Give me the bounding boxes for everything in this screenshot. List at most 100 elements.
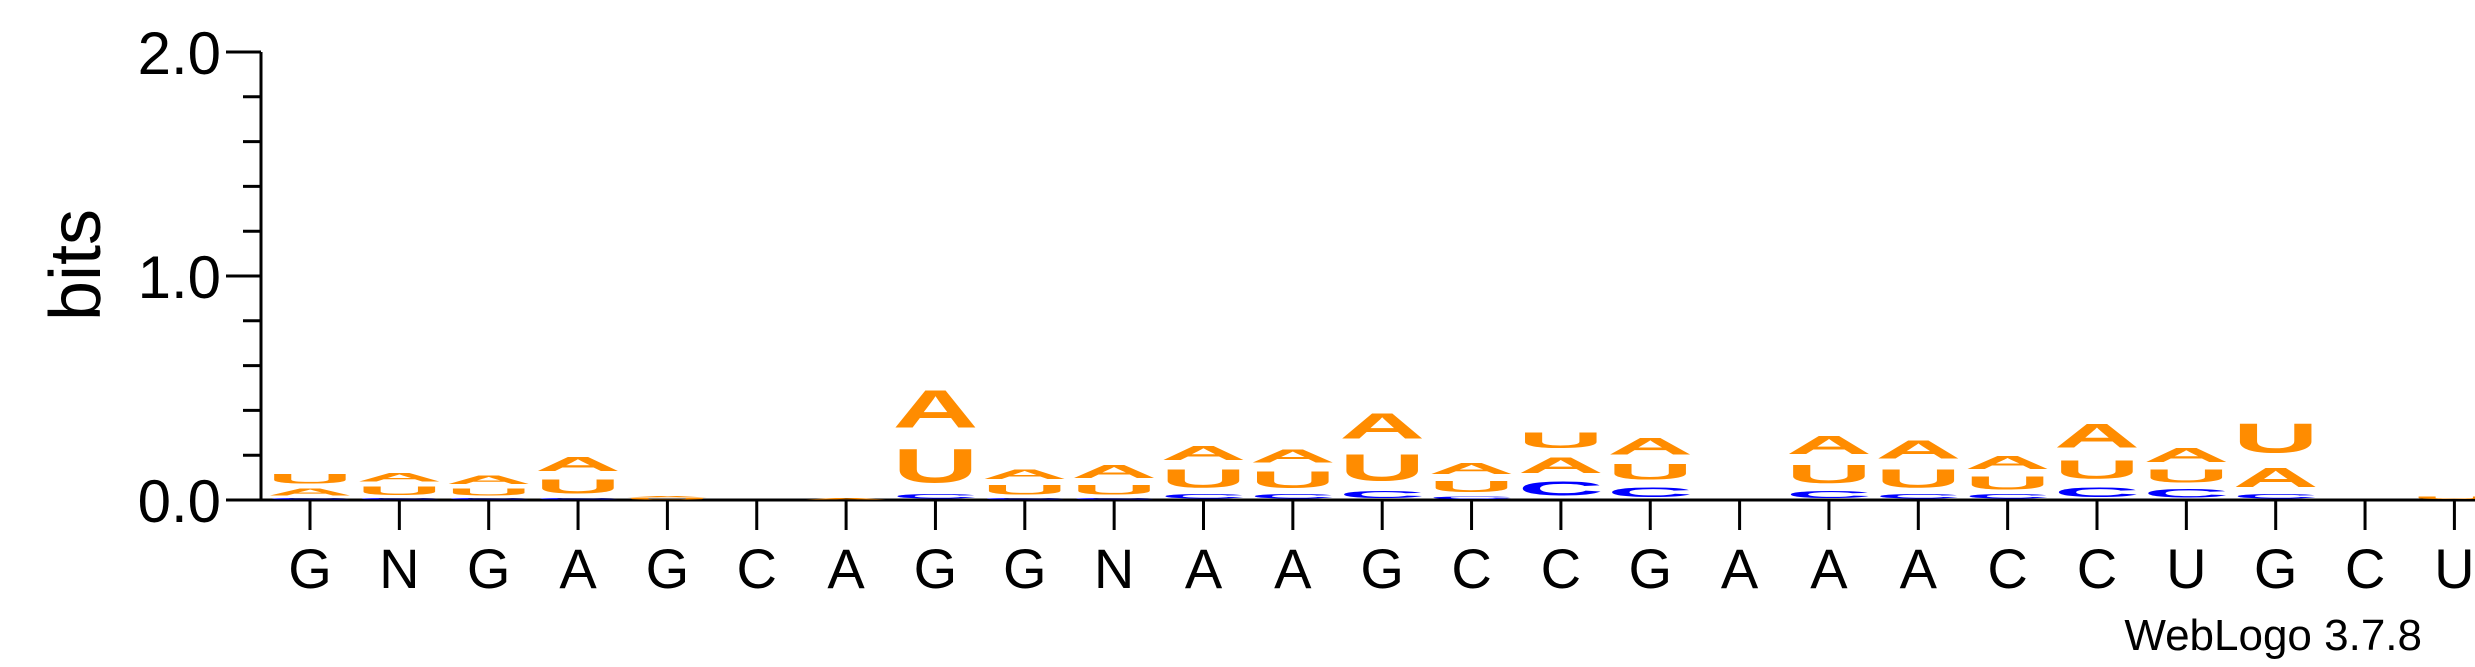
logo-letter-U: U <box>356 484 442 497</box>
stack-column: A <box>803 498 889 500</box>
logo-letter-C: C <box>1250 493 1336 500</box>
logo-letter-A: A <box>446 473 532 486</box>
x-tick-label: C <box>1987 537 2027 600</box>
stack-column: CUA <box>1875 435 1961 500</box>
logo-letter-U: U <box>1429 478 1515 496</box>
x-tick-label: G <box>1003 537 1047 600</box>
stack-column: CUA <box>2054 417 2140 500</box>
stack-column: U <box>2411 496 2475 500</box>
stack-column: CUA <box>446 473 532 500</box>
logo-letter-A: A <box>2143 444 2229 466</box>
logo-letter-U: U <box>2143 467 2229 487</box>
logo-letter-A: A <box>1786 431 1872 460</box>
logo-letter-U: U <box>982 482 1068 498</box>
stack-column: CUA <box>1160 442 1246 500</box>
logo-letter-U: U <box>1875 464 1961 493</box>
logo-letter-C: C <box>1071 498 1157 500</box>
logo-letter-A: A <box>1518 453 1604 478</box>
logo-letter-C: C <box>1429 496 1515 500</box>
logo-letter-C: C <box>1160 493 1246 500</box>
logo-letter-A: A <box>1071 462 1157 482</box>
logo-letter-U: U <box>1786 460 1872 489</box>
y-axis: 0.0 1.0 2.0 <box>138 20 263 535</box>
x-tick-label: G <box>288 537 332 600</box>
logo-letter-U: U <box>1607 460 1693 485</box>
x-tick-label: N <box>379 537 419 600</box>
logo-letter-C: C <box>446 498 532 500</box>
stack-column: CUA <box>892 379 978 500</box>
logo-letter-C: C <box>1607 484 1693 500</box>
logo-letter-U: U <box>2054 455 2140 484</box>
logo-letter-U: U <box>1250 466 1336 493</box>
y-tick-label: 0.0 <box>138 468 221 535</box>
logo-letter-C: C <box>2233 493 2319 500</box>
stack-column: CUA <box>535 453 621 500</box>
logo-letter-C: C <box>267 498 353 500</box>
x-tick-label: U <box>2166 537 2206 600</box>
logo-letter-U: U <box>1161 464 1247 493</box>
logo-letter-C: C <box>1518 478 1604 500</box>
logo-letter-U: U <box>267 471 353 487</box>
stack-column: UA <box>624 496 710 500</box>
logo-letter-A: A <box>356 471 442 484</box>
x-tick-label: A <box>1900 537 1938 600</box>
x-tick-label: A <box>827 537 865 600</box>
logo-letter-A: A <box>803 498 889 500</box>
logo-letter-C: C <box>2143 486 2229 499</box>
logo-letter-A: A <box>1339 406 1425 447</box>
x-tick-label: G <box>1360 537 1404 600</box>
logo-letter-U: U <box>535 476 621 498</box>
logo-letter-A: A <box>1875 435 1961 464</box>
x-tick-label: G <box>914 537 958 600</box>
logo-letter-A: A <box>1429 460 1515 478</box>
logo-letter-A: A <box>1965 453 2051 473</box>
stack-column: CUA <box>1786 431 1872 500</box>
x-tick-label: A <box>1274 537 1312 600</box>
y-tick-label: 2.0 <box>138 20 221 87</box>
x-tick-label: A <box>559 537 597 600</box>
x-tick-label: C <box>2077 537 2117 600</box>
x-tick-label: U <box>2434 537 2474 600</box>
logo-letter-U: U <box>1339 446 1425 489</box>
y-axis-label: bits <box>36 209 116 321</box>
stack-column: CUA <box>1250 446 1336 500</box>
stack-column: CUA <box>1607 433 1693 500</box>
stack-column: CAU <box>267 471 353 500</box>
logo-letter-U: U <box>1071 482 1157 498</box>
stack-column: CAU <box>2233 415 2319 500</box>
logo-letter-C: C <box>982 498 1068 500</box>
logo-letter-C: C <box>535 498 621 500</box>
logo-letter-U: U <box>892 440 978 493</box>
stack-column: CUA <box>982 466 1068 500</box>
logo-letter-A: A <box>892 379 978 440</box>
logo-letter-A: A <box>1250 446 1336 466</box>
stack-column: CUA <box>356 471 442 500</box>
logo-letter-A: A <box>267 487 353 498</box>
x-tick-label: C <box>737 537 777 600</box>
x-tick-label: A <box>1185 537 1223 600</box>
logo-letter-C: C <box>892 493 978 500</box>
y-tick-label: 1.0 <box>138 244 221 311</box>
stack-column: CUA <box>1339 406 1425 500</box>
logo-letter-C: C <box>356 498 442 500</box>
logo-letter-A: A <box>624 496 710 498</box>
stack-column: CUA <box>1965 453 2051 500</box>
weblogo-credit: WebLogo 3.7.8 <box>2124 611 2422 660</box>
logo-letter-A: A <box>1607 433 1693 460</box>
logo-letter-U: U <box>624 498 710 500</box>
logo-letter-A: A <box>982 466 1068 482</box>
logo-letter-U: U <box>2411 496 2475 500</box>
x-tick-label: N <box>1094 537 1134 600</box>
x-tick-label: G <box>646 537 690 600</box>
x-tick-label: G <box>1628 537 1672 600</box>
x-tick-label: A <box>1721 537 1759 600</box>
logo-letter-A: A <box>2233 462 2319 493</box>
logo-letter-U: U <box>446 487 532 498</box>
logo-letter-C: C <box>1875 493 1961 500</box>
x-tick-label: C <box>1451 537 1491 600</box>
logo-letter-C: C <box>1965 493 2051 500</box>
logo-letter-A: A <box>535 453 621 475</box>
